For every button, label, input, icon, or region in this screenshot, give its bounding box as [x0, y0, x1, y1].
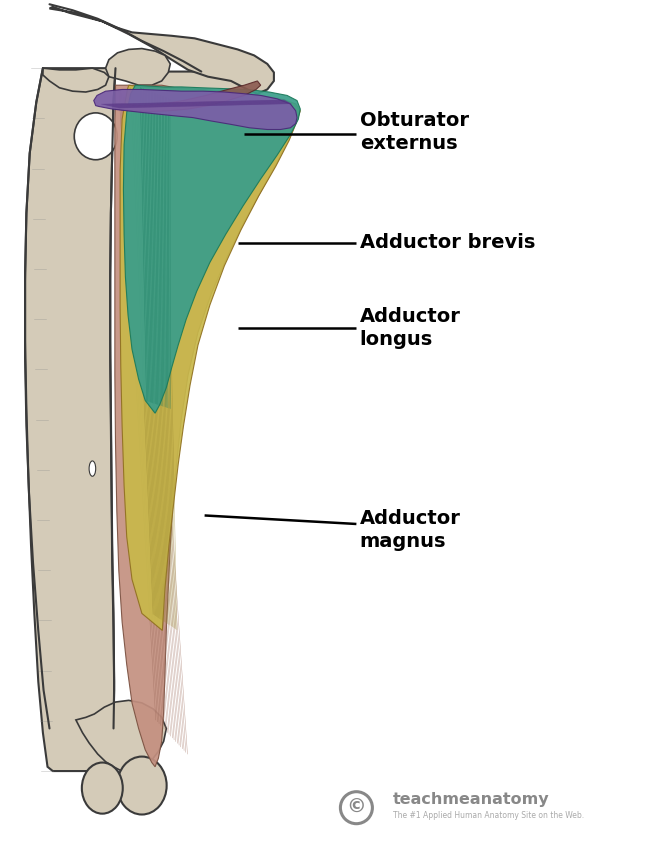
Polygon shape	[112, 64, 248, 111]
Text: Adductor brevis: Adductor brevis	[360, 233, 535, 252]
Polygon shape	[43, 68, 109, 92]
Polygon shape	[115, 85, 297, 767]
Ellipse shape	[82, 763, 123, 814]
Polygon shape	[76, 700, 166, 771]
Polygon shape	[25, 68, 115, 771]
Ellipse shape	[74, 113, 117, 160]
Polygon shape	[123, 85, 300, 413]
Text: Adductor
longus: Adductor longus	[360, 307, 461, 349]
Text: Obturator
externus: Obturator externus	[360, 111, 469, 153]
Text: teachmeanatomy: teachmeanatomy	[393, 792, 549, 807]
Text: Adductor
magnus: Adductor magnus	[360, 509, 461, 551]
Polygon shape	[120, 85, 300, 630]
Text: The #1 Applied Human Anatomy Site on the Web.: The #1 Applied Human Anatomy Site on the…	[393, 811, 584, 820]
Ellipse shape	[117, 757, 166, 815]
Ellipse shape	[89, 461, 96, 476]
Text: ©: ©	[346, 798, 366, 817]
Polygon shape	[112, 81, 261, 112]
Polygon shape	[94, 89, 297, 130]
Polygon shape	[106, 49, 170, 85]
Polygon shape	[50, 7, 274, 94]
